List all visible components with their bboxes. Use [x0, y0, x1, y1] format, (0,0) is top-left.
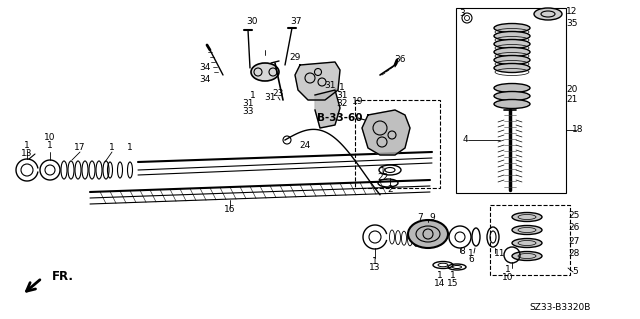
- Bar: [355, 100, 440, 188]
- Bar: [456, 8, 566, 193]
- Text: 19: 19: [352, 98, 364, 107]
- Ellipse shape: [494, 32, 530, 41]
- Text: 1: 1: [450, 271, 456, 280]
- Polygon shape: [362, 110, 410, 155]
- Ellipse shape: [408, 220, 448, 248]
- Text: 23: 23: [272, 88, 284, 98]
- Text: 1: 1: [109, 144, 115, 152]
- Text: 5: 5: [572, 268, 578, 277]
- Text: 8: 8: [459, 248, 465, 256]
- Polygon shape: [295, 62, 340, 100]
- Text: 1: 1: [24, 140, 30, 150]
- Text: 10: 10: [44, 133, 56, 143]
- Text: 31: 31: [336, 92, 348, 100]
- Text: 1: 1: [468, 249, 474, 257]
- Text: 22: 22: [378, 174, 388, 182]
- Text: 1: 1: [127, 144, 133, 152]
- Ellipse shape: [494, 100, 530, 108]
- Ellipse shape: [512, 212, 542, 221]
- Text: 34: 34: [199, 76, 211, 85]
- Text: 1: 1: [505, 265, 511, 275]
- Text: 1: 1: [339, 84, 345, 93]
- Text: 31: 31: [324, 81, 336, 91]
- Ellipse shape: [494, 56, 530, 64]
- Text: 27: 27: [568, 236, 580, 246]
- Text: B-33-60: B-33-60: [317, 113, 363, 123]
- Ellipse shape: [251, 63, 279, 81]
- Text: 28: 28: [568, 249, 580, 258]
- Bar: [490, 205, 570, 275]
- Text: 9: 9: [429, 213, 435, 222]
- Text: 35: 35: [566, 19, 578, 28]
- Text: 10: 10: [502, 272, 514, 281]
- Ellipse shape: [494, 48, 530, 56]
- Ellipse shape: [494, 92, 530, 100]
- Text: 34: 34: [199, 63, 211, 72]
- Ellipse shape: [512, 239, 542, 248]
- Text: 30: 30: [246, 18, 258, 26]
- Ellipse shape: [512, 251, 542, 261]
- Text: 3: 3: [459, 10, 465, 19]
- Text: 7: 7: [417, 213, 423, 222]
- Text: 36: 36: [394, 56, 406, 64]
- Text: 1: 1: [437, 271, 443, 280]
- Text: 37: 37: [291, 18, 301, 26]
- Text: 2: 2: [387, 186, 393, 195]
- Text: 17: 17: [74, 144, 86, 152]
- Text: 1: 1: [372, 256, 378, 265]
- Text: 1: 1: [380, 167, 386, 176]
- Text: FR.: FR.: [52, 270, 74, 283]
- Text: 21: 21: [566, 95, 578, 105]
- Text: 13: 13: [21, 149, 33, 158]
- Text: 20: 20: [566, 85, 578, 94]
- Text: 11: 11: [494, 249, 506, 257]
- Ellipse shape: [494, 63, 530, 72]
- Text: 16: 16: [224, 205, 236, 214]
- Text: 26: 26: [568, 224, 580, 233]
- Text: 1: 1: [47, 140, 53, 150]
- Polygon shape: [315, 90, 340, 128]
- Text: 25: 25: [568, 211, 580, 219]
- Text: SZ33-B3320B: SZ33-B3320B: [529, 303, 591, 313]
- Text: 31: 31: [264, 93, 276, 102]
- Text: 1: 1: [250, 91, 256, 100]
- Text: 13: 13: [369, 263, 381, 272]
- Text: 18: 18: [572, 125, 584, 135]
- Text: 32: 32: [336, 100, 348, 108]
- Text: 31: 31: [243, 99, 253, 108]
- Text: 12: 12: [566, 8, 578, 17]
- Text: 15: 15: [447, 278, 459, 287]
- Ellipse shape: [512, 226, 542, 234]
- Text: 33: 33: [243, 107, 253, 115]
- Text: 6: 6: [468, 256, 474, 264]
- Ellipse shape: [494, 40, 530, 48]
- Text: 29: 29: [289, 54, 301, 63]
- Ellipse shape: [494, 24, 530, 33]
- Ellipse shape: [534, 8, 562, 20]
- Ellipse shape: [494, 84, 530, 93]
- Text: 14: 14: [435, 278, 445, 287]
- Text: 24: 24: [300, 140, 310, 150]
- Text: 4: 4: [462, 136, 468, 145]
